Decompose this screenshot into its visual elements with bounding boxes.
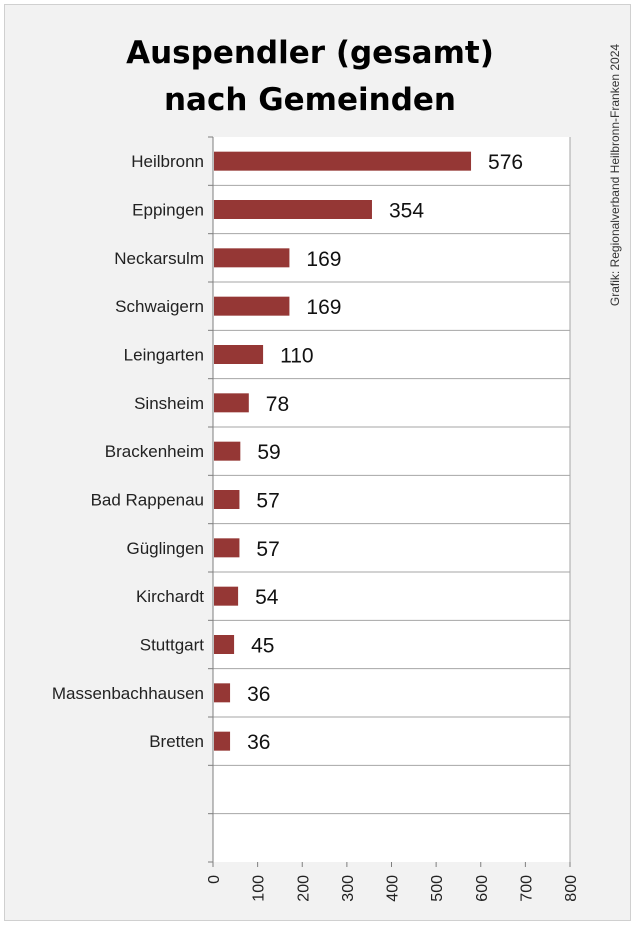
bar [214,731,231,751]
data-label: 57 [256,490,279,513]
bar [214,586,239,606]
bar [214,538,240,558]
category-label: Leingarten [124,346,204,365]
data-label: 78 [266,393,289,416]
bar [214,683,231,703]
category-label: Bretten [149,732,204,751]
chart-title: Auspendler (gesamt) nach Gemeinden [60,30,560,124]
category-label: Eppingen [132,201,204,220]
category-label: Stuttgart [140,636,205,655]
category-label: Güglingen [126,539,204,558]
data-label: 169 [306,296,341,319]
data-label: 36 [247,731,270,754]
bar [214,635,235,654]
category-label: Brackenheim [105,442,204,461]
chart-title-line-1: Auspendler (gesamt) [126,35,494,71]
bar [214,393,249,413]
bar [214,248,290,268]
category-label: Bad Rappenau [91,491,204,510]
x-tick-label: 100 [251,875,268,902]
category-label: Sinsheim [134,394,204,413]
data-label: 54 [255,586,279,609]
category-label: Massenbachhausen [52,684,204,703]
data-label: 354 [389,200,424,223]
x-tick-label: 400 [385,875,402,902]
data-label: 57 [256,538,279,561]
category-label: Schwaigern [115,297,204,316]
x-tick-label: 500 [429,875,446,902]
category-label: Kirchardt [136,587,204,606]
data-label: 36 [247,683,270,706]
x-tick-label: 600 [474,875,491,902]
x-tick-label: 300 [340,875,357,902]
bar [214,296,290,316]
category-label: Neckarsulm [114,249,204,268]
x-tick-label: 700 [518,875,535,902]
bar [214,490,240,509]
data-label: 45 [251,635,274,658]
bar [214,200,372,219]
x-tick-label: 0 [206,875,223,884]
x-tick-label: 800 [563,875,580,902]
data-label: 576 [488,151,523,174]
x-tick-label: 200 [295,875,312,902]
data-label: 169 [306,248,341,271]
category-label: Heilbronn [131,152,204,171]
data-label: 110 [280,345,313,368]
bar [214,441,241,461]
data-label: 59 [257,441,280,464]
bar [214,151,472,171]
bar [214,345,264,364]
chart-title-line-2: nach Gemeinden [163,82,456,118]
